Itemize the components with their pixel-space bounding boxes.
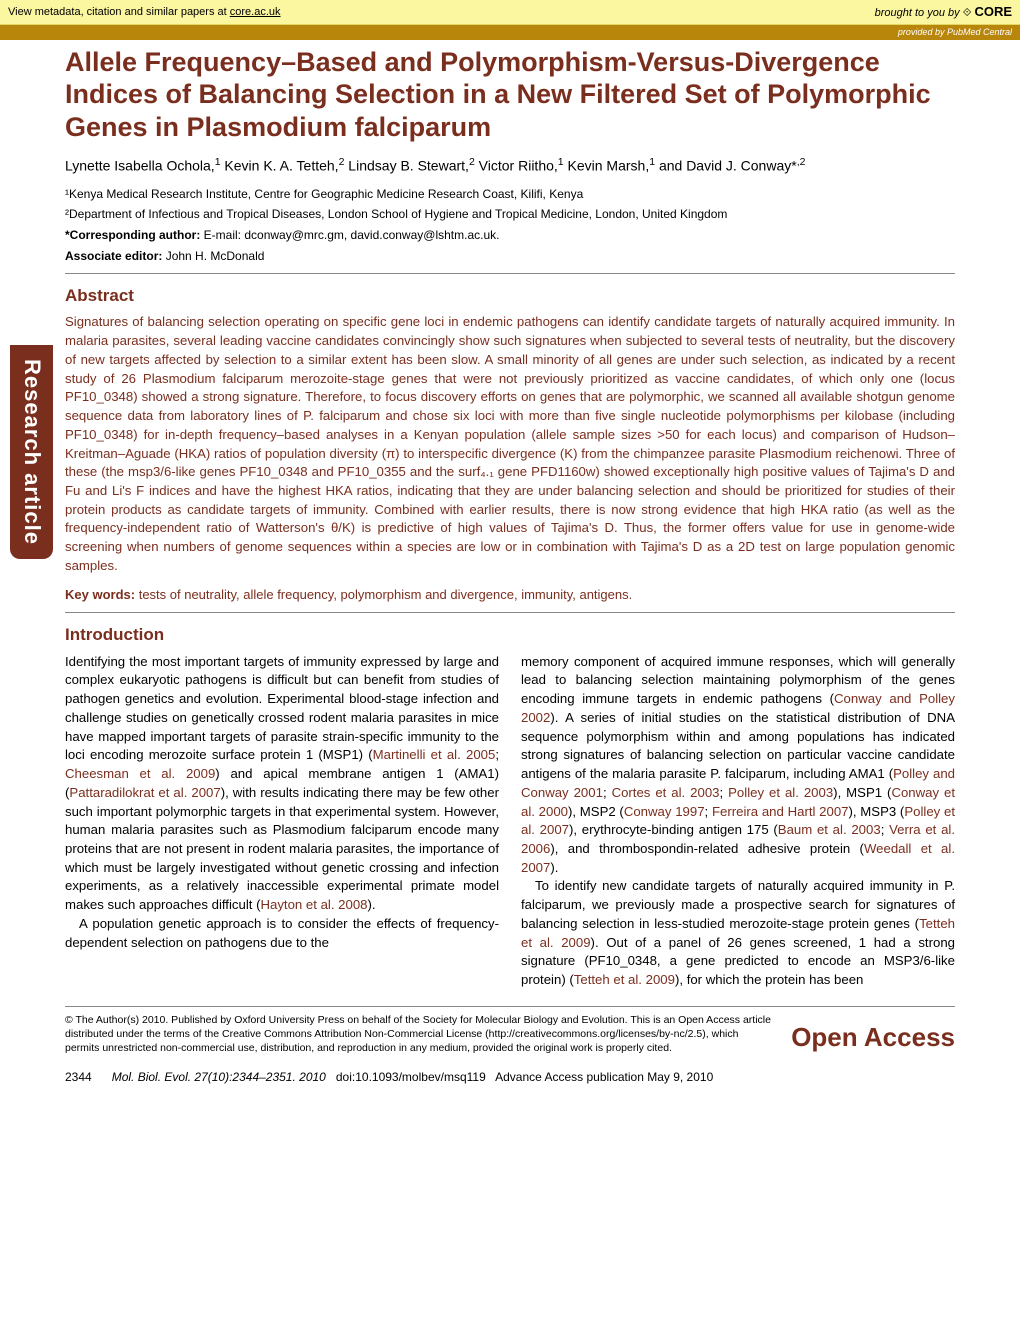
license-text: © The Author(s) 2010. Published by Oxfor… — [65, 1013, 791, 1056]
affiliation-2: ²Department of Infectious and Tropical D… — [65, 206, 955, 223]
text: To identify new candidate targets of nat… — [521, 878, 955, 930]
journal-citation: Mol. Biol. Evol. 27(10):2344–2351. 2010 — [112, 1070, 326, 1084]
footer: 2344 Mol. Biol. Evol. 27(10):2344–2351. … — [65, 1069, 955, 1086]
text: ). — [550, 860, 558, 875]
separator — [65, 273, 955, 274]
ref-martinelli[interactable]: Martinelli et al. 2005 — [373, 747, 496, 762]
intro-para-2: A population genetic approach is to cons… — [65, 915, 499, 952]
associate-value: John H. McDonald — [166, 249, 265, 263]
authors: Lynette Isabella Ochola,1 Kevin K. A. Te… — [65, 155, 955, 176]
core-link[interactable]: core.ac.uk — [230, 6, 281, 18]
text: ; — [720, 785, 729, 800]
provided-prefix: provided by — [898, 27, 947, 37]
intro-para-3: memory component of acquired immune resp… — [521, 653, 955, 878]
keywords-value: tests of neutrality, allele frequency, p… — [139, 587, 633, 602]
text: ), erythrocyte-binding antigen 175 ( — [569, 822, 778, 837]
text: ), MSP3 ( — [849, 804, 905, 819]
text: ; — [603, 785, 612, 800]
ref-conway-1997[interactable]: Conway 1997 — [624, 804, 705, 819]
corresponding-label: *Corresponding author: — [65, 228, 200, 242]
text: ), and thrombospondin-related adhesive p… — [550, 841, 864, 856]
provided-source: PubMed Central — [947, 27, 1012, 37]
ref-baum[interactable]: Baum et al. 2003 — [778, 822, 881, 837]
text: ). A series of initial studies on the st… — [521, 710, 955, 781]
doi: doi:10.1093/molbev/msq119 — [336, 1070, 486, 1084]
ref-tetteh-2[interactable]: Tetteh et al. 2009 — [574, 972, 675, 987]
open-access-badge: Open Access — [791, 1020, 955, 1055]
separator-2 — [65, 612, 955, 613]
metadata-prefix: View metadata, citation and similar pape… — [8, 6, 230, 18]
article-title: Allele Frequency–Based and Polymorphism-… — [65, 46, 955, 143]
ref-cheesman[interactable]: Cheesman et al. 2009 — [65, 766, 215, 781]
column-right: memory component of acquired immune resp… — [521, 653, 955, 990]
body-columns: Identifying the most important targets o… — [65, 653, 955, 990]
license-block: © The Author(s) 2010. Published by Oxfor… — [65, 1006, 955, 1056]
page-number: 2344 — [65, 1069, 92, 1086]
intro-para-1: Identifying the most important targets o… — [65, 653, 499, 915]
text: ), with results indicating there may be … — [65, 785, 499, 912]
core-icon: ⟐ — [963, 7, 975, 19]
corresponding-value: E-mail: dconway@mrc.gm, david.conway@lsh… — [204, 228, 500, 242]
text: ; — [705, 804, 712, 819]
text: ; — [881, 822, 889, 837]
affiliation-1: ¹Kenya Medical Research Institute, Centr… — [65, 186, 955, 203]
core-logo: CORE — [974, 4, 1012, 19]
column-left: Identifying the most important targets o… — [65, 653, 499, 990]
side-tab: Research article — [10, 345, 53, 559]
intro-para-4: To identify new candidate targets of nat… — [521, 877, 955, 989]
advance-pub: Advance Access publication May 9, 2010 — [495, 1070, 713, 1084]
abstract-body: Signatures of balancing selection operat… — [65, 313, 955, 575]
ref-ferreira[interactable]: Ferreira and Hartl 2007 — [712, 804, 849, 819]
metadata-bar: View metadata, citation and similar pape… — [0, 0, 1020, 25]
ref-pattaradilokrat[interactable]: Pattaradilokrat et al. 2007 — [69, 785, 220, 800]
corresponding-author: *Corresponding author: E-mail: dconway@m… — [65, 227, 955, 244]
metadata-right: brought to you by ⟐ CORE — [875, 3, 1012, 21]
text: ), for which the protein has been — [675, 972, 863, 987]
text: ), MSP2 ( — [568, 804, 624, 819]
ref-hayton[interactable]: Hayton et al. 2008 — [260, 897, 367, 912]
associate-editor: Associate editor: John H. McDonald — [65, 248, 955, 265]
associate-label: Associate editor: — [65, 249, 162, 263]
keywords: Key words: tests of neutrality, allele f… — [65, 586, 955, 604]
ref-cortes[interactable]: Cortes et al. 2003 — [612, 785, 720, 800]
abstract-heading: Abstract — [65, 284, 955, 308]
provided-bar: provided by PubMed Central — [0, 25, 1020, 40]
metadata-left: View metadata, citation and similar pape… — [8, 5, 281, 20]
text: ). — [368, 897, 376, 912]
brought-prefix: brought to you by — [875, 7, 963, 19]
text: ; — [495, 747, 499, 762]
text: ), MSP1 ( — [833, 785, 891, 800]
ref-polley-2003[interactable]: Polley et al. 2003 — [728, 785, 833, 800]
introduction-heading: Introduction — [65, 623, 955, 647]
keywords-label: Key words: — [65, 587, 135, 602]
